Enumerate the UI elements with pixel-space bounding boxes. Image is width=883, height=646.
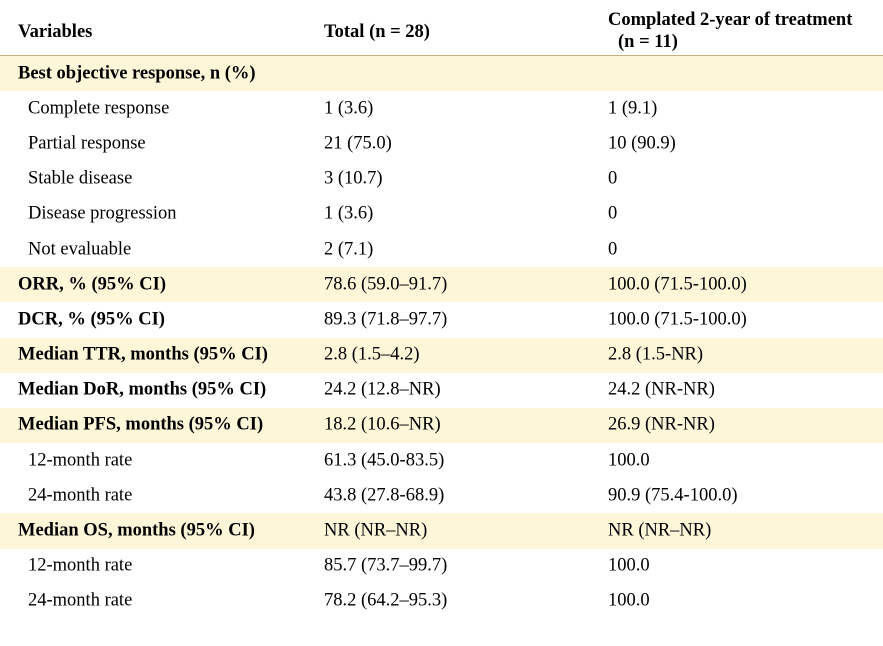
header-total: Total (n = 28)	[324, 22, 430, 42]
row-label: Median DoR, months (95% CI)	[18, 379, 267, 400]
row-label: 24-month rate	[28, 590, 133, 611]
table-row: 12-month rate 61.3 (45.0-83.5) 100.0	[0, 443, 883, 478]
row-completed: 100.0 (71.5-100.0)	[608, 309, 747, 330]
table-row-ttr: Median TTR, months (95% CI) 2.8 (1.5–4.2…	[0, 337, 883, 373]
table-row-dor: Median DoR, months (95% CI) 24.2 (12.8–N…	[0, 373, 883, 408]
row-total: 18.2 (10.6–NR)	[324, 414, 441, 435]
row-completed: 1 (9.1)	[608, 98, 658, 119]
table-row-section-best-response: Best objective response, n (%)	[0, 56, 883, 92]
table-row: 24-month rate 78.2 (64.2–95.3) 100.0	[0, 584, 883, 619]
row-label: Median PFS, months (95% CI)	[18, 414, 264, 435]
table-row: Complete response 1 (3.6) 1 (9.1)	[0, 91, 883, 126]
row-label: Partial response	[28, 133, 146, 154]
row-label: DCR, % (95% CI)	[18, 309, 165, 330]
row-completed: NR (NR–NR)	[608, 520, 712, 541]
header-completed: Complated 2-year of treatment (n = 11)	[608, 9, 852, 53]
table-row: Disease progression 1 (3.6) 0	[0, 197, 883, 232]
row-completed: 24.2 (NR-NR)	[608, 379, 715, 400]
table-row-dcr: DCR, % (95% CI) 89.3 (71.8–97.7) 100.0 (…	[0, 302, 883, 337]
row-label: 24-month rate	[28, 485, 133, 506]
row-total: 2.8 (1.5–4.2)	[324, 344, 420, 365]
results-table: Variables Total (n = 28) Complated 2-yea…	[0, 0, 883, 619]
table-row: Partial response 21 (75.0) 10 (90.9)	[0, 126, 883, 161]
header-completed-line2: (n = 11)	[618, 32, 678, 52]
header-completed-line1: Complated 2-year of treatment	[608, 10, 853, 30]
row-label: Median OS, months (95% CI)	[18, 520, 255, 541]
table-row: Not evaluable 2 (7.1) 0	[0, 232, 883, 267]
row-total: 2 (7.1)	[324, 239, 374, 260]
table-row-os: Median OS, months (95% CI) NR (NR–NR) NR…	[0, 513, 883, 549]
row-total: 43.8 (27.8-68.9)	[324, 485, 445, 506]
row-label: Disease progression	[28, 203, 177, 224]
row-label: Best objective response, n (%)	[18, 63, 256, 84]
row-completed: 0	[608, 239, 618, 260]
row-completed: 90.9 (75.4-100.0)	[608, 485, 738, 506]
row-completed: 100.0 (71.5-100.0)	[608, 274, 747, 295]
row-completed: 10 (90.9)	[608, 133, 676, 154]
table-row: Stable disease 3 (10.7) 0	[0, 162, 883, 197]
row-completed: 0	[608, 203, 618, 224]
table-header: Variables Total (n = 28) Complated 2-yea…	[0, 0, 883, 56]
row-completed: 100.0	[608, 450, 650, 471]
table-row-pfs: Median PFS, months (95% CI) 18.2 (10.6–N…	[0, 407, 883, 444]
row-label: Stable disease	[28, 168, 133, 189]
table-row-orr: ORR, % (95% CI) 78.6 (59.0–91.7) 100.0 (…	[0, 267, 883, 303]
row-label: Not evaluable	[28, 239, 132, 260]
row-completed: 26.9 (NR-NR)	[608, 414, 715, 435]
row-label: Complete response	[28, 98, 170, 119]
table-row: 12-month rate 85.7 (73.7–99.7) 100.0	[0, 549, 883, 584]
row-label: ORR, % (95% CI)	[18, 274, 166, 295]
row-completed: 0	[608, 168, 618, 189]
row-total: 85.7 (73.7–99.7)	[324, 555, 448, 576]
row-label: Median TTR, months (95% CI)	[18, 344, 268, 365]
row-total: 78.2 (64.2–95.3)	[324, 590, 448, 611]
row-total: 3 (10.7)	[324, 168, 383, 189]
row-completed: 100.0	[608, 590, 650, 611]
row-total: 24.2 (12.8–NR)	[324, 379, 441, 400]
row-completed: 100.0	[608, 555, 650, 576]
row-label: 12-month rate	[28, 555, 133, 576]
row-total: 1 (3.6)	[324, 98, 374, 119]
row-completed: 2.8 (1.5-NR)	[608, 344, 704, 365]
row-label: 12-month rate	[28, 450, 133, 471]
table-row: 24-month rate 43.8 (27.8-68.9) 90.9 (75.…	[0, 478, 883, 513]
header-variables: Variables	[18, 22, 93, 42]
row-total: 78.6 (59.0–91.7)	[324, 274, 448, 295]
row-total: 1 (3.6)	[324, 203, 374, 224]
row-total: 21 (75.0)	[324, 133, 392, 154]
row-total: 61.3 (45.0-83.5)	[324, 450, 445, 471]
row-total: NR (NR–NR)	[324, 520, 428, 541]
row-total: 89.3 (71.8–97.7)	[324, 309, 448, 330]
